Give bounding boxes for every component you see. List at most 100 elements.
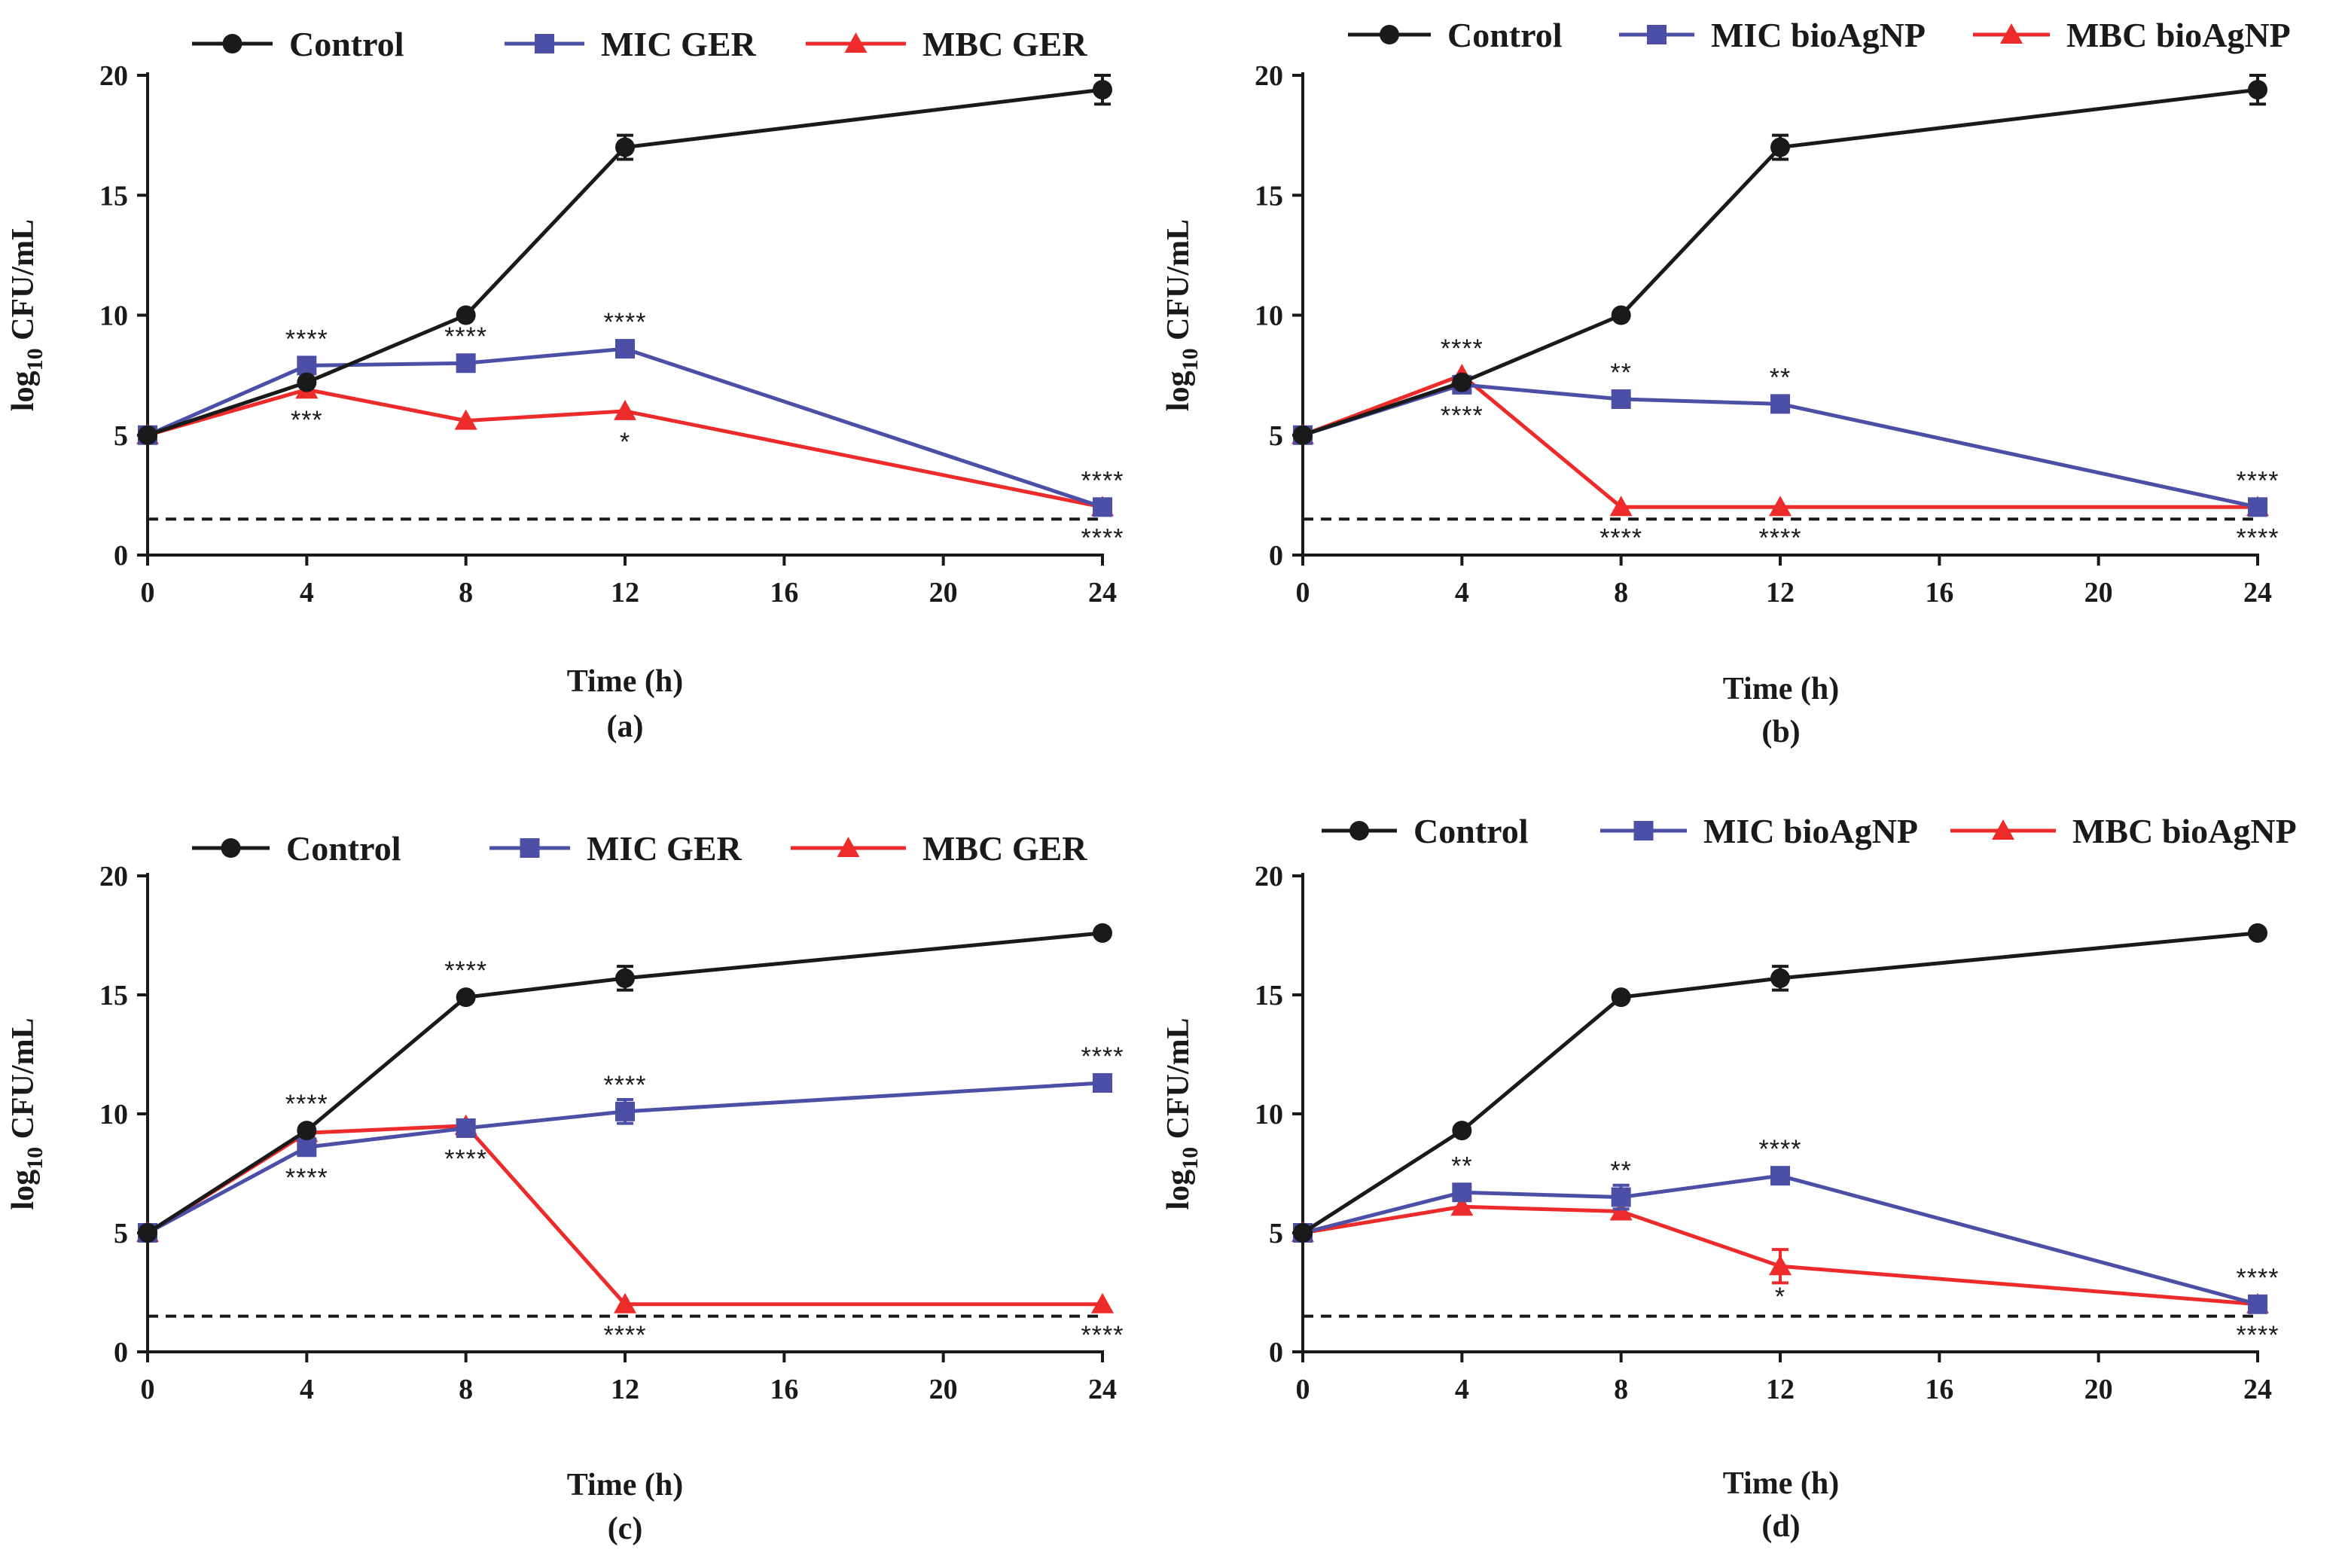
data-point <box>1770 137 1790 157</box>
legend-label: MIC bioAgNP <box>1711 16 1926 54</box>
data-point <box>614 1292 636 1313</box>
legend-marker <box>844 32 868 53</box>
significance-label: **** <box>1441 401 1484 430</box>
x-tick-label: 0 <box>141 577 155 609</box>
data-point <box>1450 1195 1474 1216</box>
series-line <box>146 1124 1102 1307</box>
y-tick-label: 20 <box>1255 861 1283 892</box>
legend-item-control: Control <box>1348 16 1563 54</box>
legend-marker <box>221 838 241 858</box>
significance-label: **** <box>444 956 487 985</box>
panel-label: (b) <box>1761 715 1800 749</box>
legend-item-mbc-bioagnp: MBC bioAgNP <box>1973 16 2291 54</box>
legend: Control MIC bioAgNP MBC bioAgNP <box>1322 812 2297 850</box>
significance-label: **** <box>1599 523 1642 552</box>
legend-label: MBC GER <box>922 829 1087 868</box>
data-point <box>2248 923 2267 943</box>
data-point <box>2248 1294 2267 1314</box>
x-tick-label: 12 <box>1766 577 1795 609</box>
y-tick-label: 5 <box>1269 420 1283 452</box>
significance-label: **** <box>1081 1321 1124 1350</box>
series-control <box>138 74 1112 445</box>
y-tick-label: 20 <box>1255 60 1283 92</box>
legend-marker <box>222 34 242 53</box>
legend: Control MIC GER MBC GER <box>192 25 1087 63</box>
legend-marker <box>837 837 860 857</box>
y-axis-title: log10 CFU/mL <box>1161 219 1203 411</box>
x-tick-label: 16 <box>1925 1374 1953 1405</box>
x-tick-label: 4 <box>1455 1374 1469 1405</box>
significance-label: **** <box>1081 523 1124 552</box>
x-tick-label: 0 <box>1296 1374 1310 1405</box>
data-point <box>1770 394 1790 414</box>
data-point <box>297 355 317 376</box>
x-tick-label: 20 <box>2084 577 2113 609</box>
data-point <box>297 372 317 392</box>
legend-marker <box>2000 23 2023 44</box>
data-point <box>456 987 476 1008</box>
data-point <box>138 425 157 445</box>
legend-item-mic-ger: MIC GER <box>489 829 743 868</box>
data-point <box>1293 1223 1313 1243</box>
y-tick-label: 15 <box>1255 180 1283 212</box>
significance-label: **** <box>1759 523 1802 552</box>
data-point <box>297 1137 317 1158</box>
x-tick-label: 0 <box>1296 577 1310 609</box>
data-point <box>1611 305 1631 325</box>
legend-item-mic-ger: MIC GER <box>505 25 757 63</box>
significance-label: **** <box>285 1090 328 1118</box>
x-tick-label: 24 <box>1088 1374 1117 1405</box>
y-tick-label: 10 <box>99 300 128 332</box>
legend-item-control: Control <box>192 25 404 63</box>
data-point <box>614 399 636 420</box>
y-tick-label: 15 <box>99 980 128 1011</box>
legend-marker <box>1992 819 2014 840</box>
significance-label: **** <box>2237 1264 2279 1292</box>
y-tick-label: 15 <box>1255 980 1283 1011</box>
x-tick-label: 24 <box>2243 1374 2272 1405</box>
x-tick-label: 4 <box>300 1374 314 1405</box>
x-tick-label: 12 <box>611 577 639 609</box>
significance-label: **** <box>285 1164 328 1192</box>
legend-item-control: Control <box>1322 812 1529 850</box>
x-tick-label: 16 <box>770 577 798 609</box>
legend-label: Control <box>1447 16 1563 54</box>
legend-label: Control <box>1413 812 1529 850</box>
legend-marker <box>1380 25 1399 44</box>
y-tick-label: 15 <box>99 180 128 212</box>
significance-label: **** <box>1759 1135 1802 1164</box>
data-point <box>1093 923 1112 943</box>
y-tick-label: 10 <box>99 1099 128 1130</box>
data-point <box>2248 497 2267 517</box>
significance-label: * <box>620 428 630 456</box>
legend-label: MBC bioAgNP <box>2072 812 2297 850</box>
legend-marker <box>1633 821 1654 840</box>
panel-label: (d) <box>1761 1509 1800 1544</box>
data-point <box>454 409 477 430</box>
x-tick-label: 16 <box>1925 577 1953 609</box>
data-point <box>1093 497 1112 517</box>
significance-label: **** <box>1081 1042 1124 1071</box>
data-point <box>456 305 476 325</box>
panel-d: 0 5 10 15 20 0 4 8 12 16 20 24 Time (h) log10 CFU/mL (… <box>1161 812 2297 1544</box>
x-tick-label: 20 <box>2084 1374 2113 1405</box>
legend-item-control: Control <box>192 829 401 868</box>
x-axis-title: Time (h) <box>1723 1466 1839 1501</box>
data-point <box>1093 80 1112 100</box>
data-point <box>456 353 476 374</box>
x-tick-label: 4 <box>300 577 314 609</box>
series-control <box>138 923 1112 1243</box>
series-mic-bioagnp <box>1293 374 2267 517</box>
y-tick-label: 5 <box>1269 1218 1283 1249</box>
significance-label: **** <box>1441 334 1484 363</box>
y-tick-label: 0 <box>1269 540 1283 572</box>
panel-c: 0 5 10 15 20 0 4 8 12 16 20 24 Time (h) log10 CFU/mL (… <box>6 829 1124 1546</box>
y-tick-label: 5 <box>114 420 128 452</box>
x-tick-label: 12 <box>1766 1374 1795 1405</box>
data-point <box>1611 1187 1631 1207</box>
significance-label: **** <box>604 308 647 337</box>
significance-label: **** <box>285 325 328 353</box>
significance-label: ** <box>1451 1152 1472 1180</box>
significance-label: **** <box>1081 466 1124 495</box>
